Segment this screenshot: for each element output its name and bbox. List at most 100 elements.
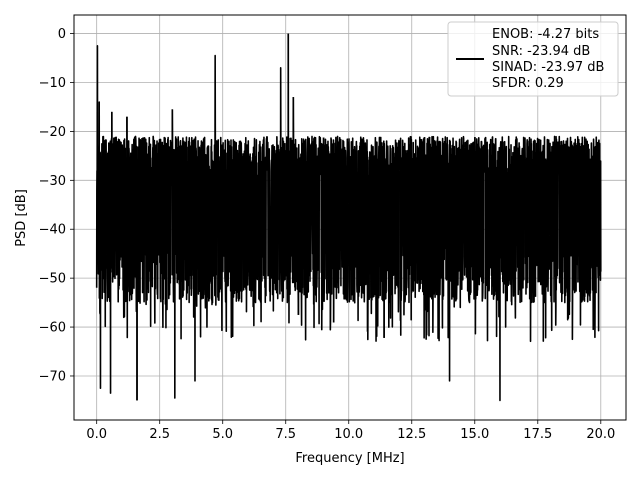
psd-line-segment xyxy=(146,136,153,328)
psd-line-segment xyxy=(519,136,527,303)
psd-line-segment xyxy=(524,136,532,300)
psd-line-segment xyxy=(292,97,300,315)
psd-line-segment xyxy=(595,136,602,332)
psd-line-segment xyxy=(191,136,199,382)
legend-entry-sinad: SINAD: -23.97 dB xyxy=(492,60,604,75)
x-tick-label: 10.0 xyxy=(334,427,363,442)
psd-line-segment xyxy=(282,33,290,304)
psd-line-segment xyxy=(196,140,204,338)
x-tick-label: 2.5 xyxy=(149,427,170,442)
psd-line-segment xyxy=(317,135,325,331)
psd-line-segment xyxy=(247,140,254,298)
psd-line-segment xyxy=(393,139,401,313)
psd-line-segment xyxy=(378,136,385,338)
psd-line-segment xyxy=(529,138,537,343)
psd-line-segment xyxy=(418,136,426,339)
psd-line-segment xyxy=(161,136,169,329)
psd-line-segment xyxy=(479,138,486,302)
psd-line-segment xyxy=(242,136,249,313)
y-tick-label: −40 xyxy=(39,223,66,238)
psd-line-segment xyxy=(428,135,436,334)
x-tick-label: 5.0 xyxy=(212,427,233,442)
psd-line-segment xyxy=(539,136,547,342)
psd-line-segment xyxy=(469,137,476,300)
psd-line-segment xyxy=(408,135,416,321)
psd-line-segment xyxy=(403,137,411,304)
psd-line-segment xyxy=(484,136,491,342)
psd-line-segment xyxy=(312,136,320,329)
x-tick-label: 15.0 xyxy=(460,427,489,442)
psd-line-segment xyxy=(489,136,496,300)
psd-line-segment xyxy=(554,135,562,326)
y-tick-label: −10 xyxy=(39,76,66,91)
psd-line-segment xyxy=(585,138,592,303)
psd-line-segment xyxy=(544,138,552,339)
psd-line-segment xyxy=(453,138,461,302)
psd-line-segment xyxy=(438,137,446,329)
psd-line-segment xyxy=(126,116,133,339)
psd-line-segment xyxy=(171,109,179,399)
psd-line-segment xyxy=(100,135,108,328)
psd-line-segment xyxy=(297,137,305,326)
psd-line-segment xyxy=(322,137,330,303)
psd-line-segment xyxy=(136,137,143,401)
psd-line-segment xyxy=(398,137,406,336)
legend-entry-sfdr: SFDR: 0.29 xyxy=(492,76,564,91)
psd-line-segment xyxy=(221,138,229,333)
psd-line-segment xyxy=(574,135,582,326)
psd-line-segment xyxy=(509,144,517,306)
psd-line-segment xyxy=(448,137,456,308)
psd-line-segment xyxy=(443,136,451,382)
psd-line-segment xyxy=(156,138,164,303)
legend-entry-snr: SNR: -23.94 dB xyxy=(492,44,590,59)
y-tick-label: −70 xyxy=(39,369,66,384)
x-tick-label: 17.5 xyxy=(523,427,552,442)
psd-line-segment xyxy=(111,111,118,283)
plot-frame xyxy=(73,14,627,421)
psd-line-segment xyxy=(131,135,138,401)
psd-line-segment xyxy=(186,136,194,304)
psd-line-segment xyxy=(564,136,572,321)
x-tick-label: 7.5 xyxy=(275,427,296,442)
psd-line-segment xyxy=(181,136,189,301)
psd-line-segment xyxy=(332,135,340,323)
psd-line-segment xyxy=(206,138,214,306)
y-axis-label: PSD [dB] xyxy=(14,189,29,247)
psd-line-segment xyxy=(494,137,501,402)
x-tick-label: 0.0 xyxy=(86,427,107,442)
psd-line-segment xyxy=(216,136,224,332)
y-tick-label: 0 xyxy=(58,27,66,42)
psd-line-segment xyxy=(504,135,511,328)
psd-line-segment xyxy=(388,145,396,328)
psd-line-segment xyxy=(151,135,158,324)
psd-line-segment xyxy=(267,144,274,302)
psd-line-segment xyxy=(579,136,587,303)
psd-line-segment xyxy=(252,137,259,327)
psd-line-segment xyxy=(232,139,239,302)
psd-line-segment xyxy=(201,136,209,328)
y-tick-label: −20 xyxy=(39,125,66,140)
psd-line-segment xyxy=(383,140,390,338)
psd-line-segment xyxy=(307,135,315,287)
psd-line-segment xyxy=(277,67,285,302)
psd-line-segment xyxy=(227,139,234,338)
psd-line-segment xyxy=(105,111,113,394)
psd-line-segment xyxy=(272,135,280,312)
psd-line-segment xyxy=(433,136,441,342)
psd-line-segment xyxy=(514,136,522,319)
psd-line-segment xyxy=(262,136,269,304)
psd-line-segment xyxy=(474,136,481,335)
psd-line-segment xyxy=(353,140,360,322)
psd-line-segment xyxy=(121,116,128,319)
series-lines xyxy=(95,33,602,402)
psd-line-segment xyxy=(569,138,577,341)
psd-line-segment xyxy=(590,138,597,339)
psd-line-segment xyxy=(559,140,567,304)
psd-line-segment xyxy=(534,137,542,297)
psd-line-segment xyxy=(327,137,335,331)
psd-line-segment xyxy=(302,136,310,341)
x-axis-label: Frequency [MHz] xyxy=(295,451,404,466)
psd-line-segment xyxy=(358,136,365,299)
psd-line-segment xyxy=(348,137,355,303)
